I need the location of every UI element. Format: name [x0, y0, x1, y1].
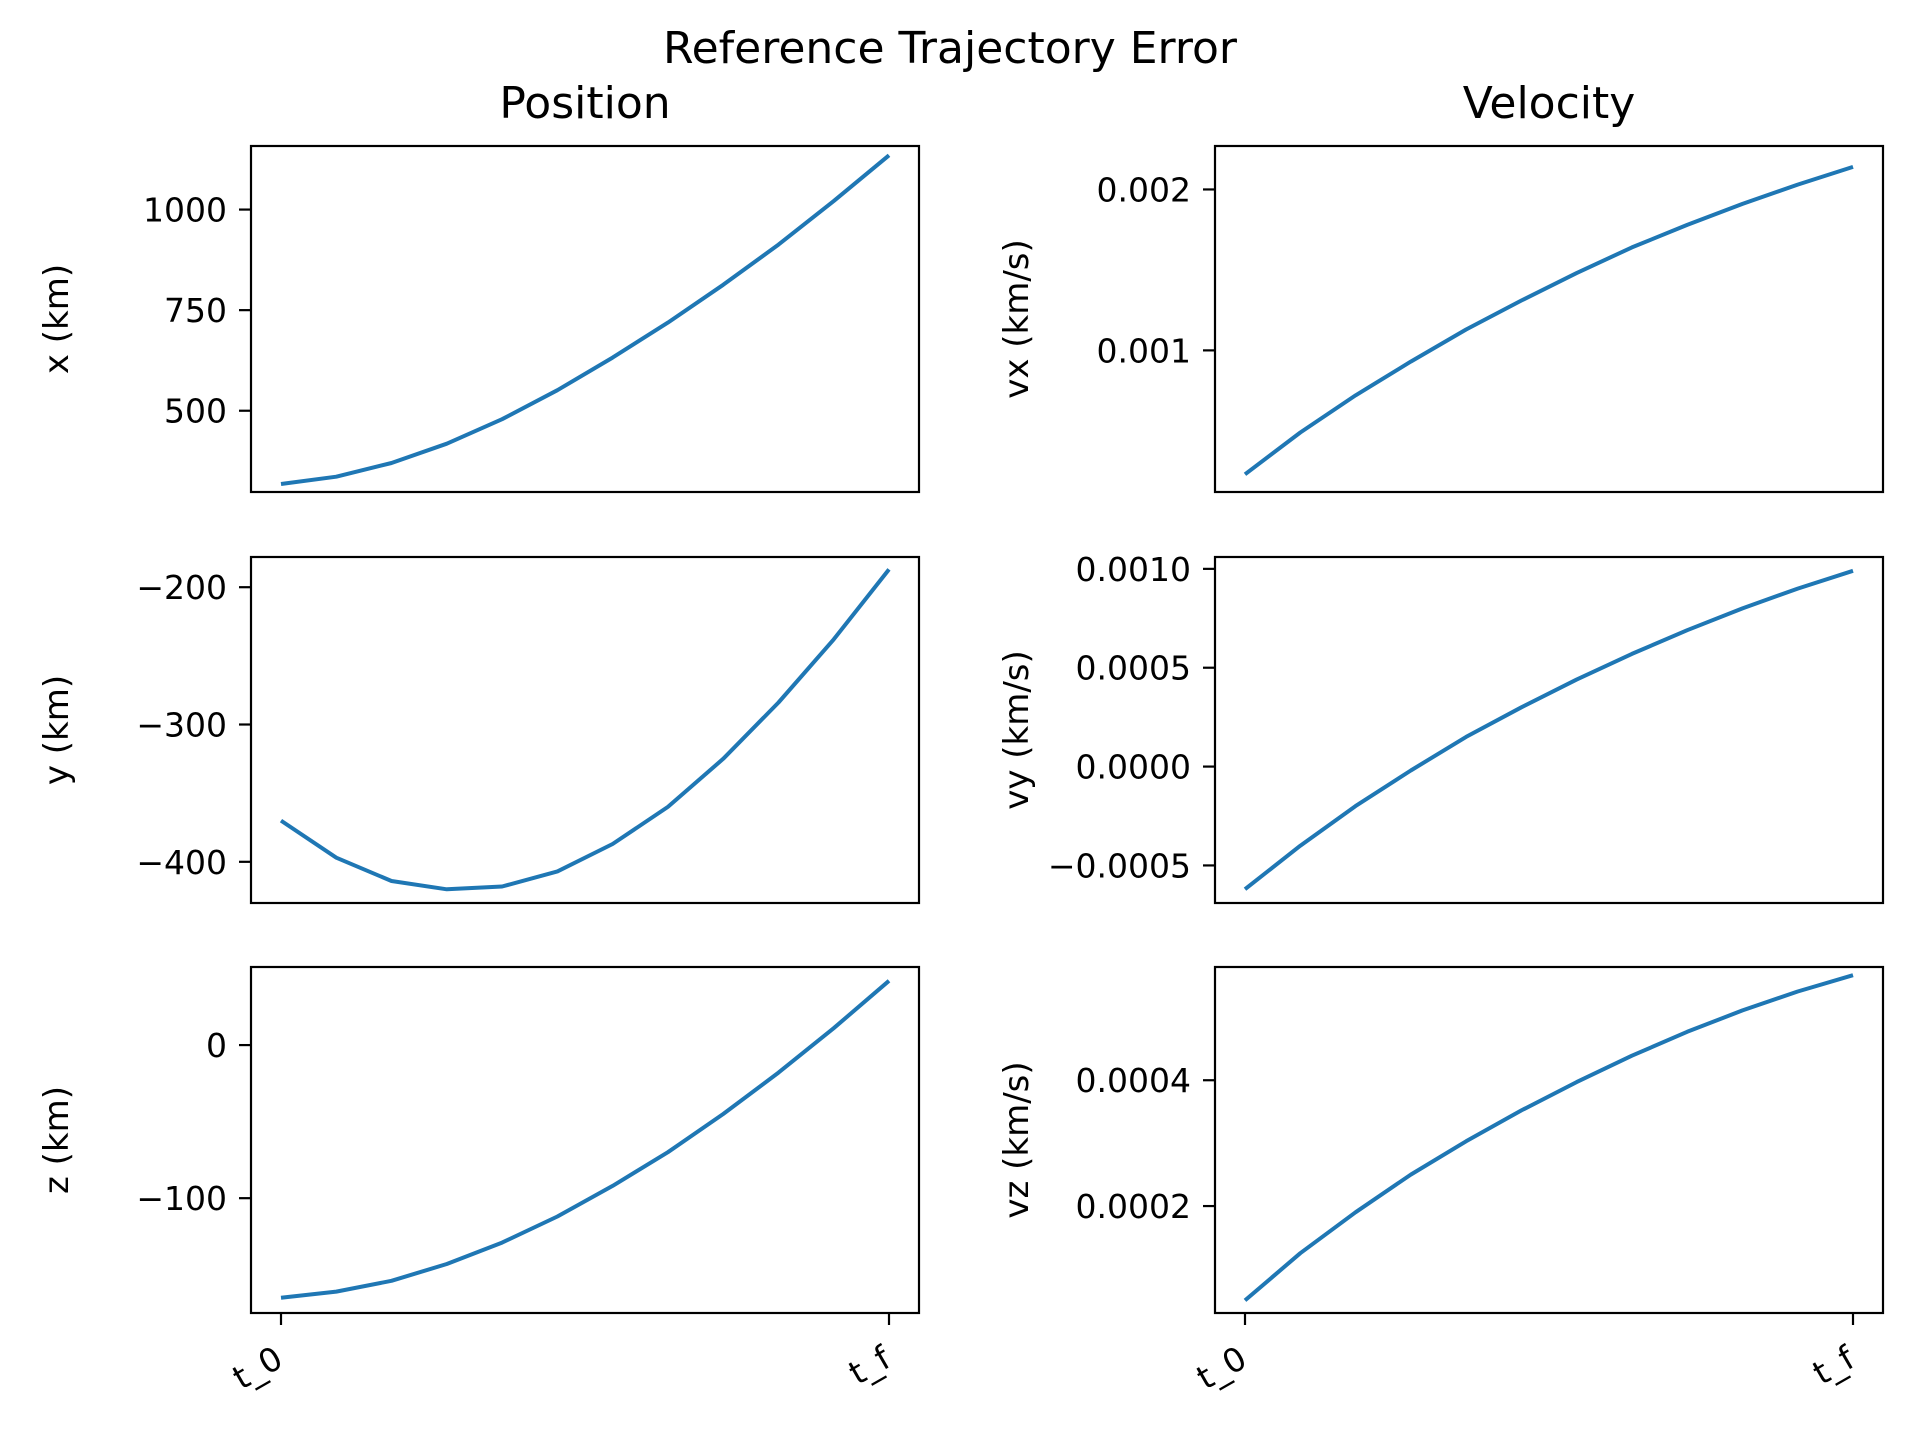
plot-area-frame	[249, 144, 921, 494]
series-line	[280, 979, 891, 1300]
y-tick-label: −300	[136, 706, 227, 745]
plot-area-frame	[1213, 144, 1885, 494]
y-tick-label: 0.0000	[1076, 748, 1191, 787]
y-tick-label: 0.0004	[1076, 1061, 1191, 1100]
subplot-x: Position 500 750 1000 x (km)	[37, 78, 921, 494]
y-tick-label: 500	[164, 392, 227, 431]
series-line	[280, 153, 891, 486]
subplot-title: Velocity	[1463, 78, 1636, 129]
y-tick-label: −400	[136, 843, 227, 882]
y-tick-label: −0.0005	[1048, 846, 1191, 885]
y-tick-label: −100	[136, 1179, 227, 1218]
subplot-title: Position	[499, 78, 670, 129]
y-tick-label: 0.0005	[1076, 649, 1191, 688]
figure-suptitle: Reference Trajectory Error	[663, 23, 1238, 74]
y-tick-label: 1000	[143, 191, 227, 230]
series-line	[1243, 973, 1854, 1302]
series-line	[279, 568, 891, 892]
y-axis-label: vx (km/s)	[997, 239, 1037, 399]
y-tick-label: 0.001	[1097, 331, 1191, 370]
y-tick-label: 0.002	[1097, 170, 1191, 209]
y-tick-label: 0.0010	[1076, 550, 1191, 589]
plot-area-frame	[1213, 965, 1885, 1315]
series-line	[1243, 164, 1854, 476]
y-tick-label: 0	[206, 1026, 227, 1065]
plot-area-frame	[249, 555, 921, 905]
plot-area-frame	[1213, 555, 1885, 905]
plot-area-frame	[249, 965, 921, 1315]
subplot-vx: Velocity 0.001 0.002 vx (km/s)	[997, 78, 1885, 494]
y-axis-label: y (km)	[37, 675, 77, 785]
y-axis-label: vy (km/s)	[997, 650, 1037, 810]
y-axis-label: x (km)	[37, 264, 77, 374]
y-tick-label: 0.0002	[1076, 1187, 1191, 1226]
subplot-y: −400 −300 −200 y (km)	[37, 555, 921, 905]
y-axis-label: z (km)	[37, 1086, 77, 1194]
y-axis-label: vz (km/s)	[997, 1061, 1037, 1218]
y-tick-label: 750	[164, 291, 227, 330]
subplot-vy: −0.0005 0.0000 0.0005 0.0010 vy (km/s)	[997, 550, 1885, 905]
series-line	[1243, 568, 1854, 891]
y-tick-label: −200	[136, 568, 227, 607]
